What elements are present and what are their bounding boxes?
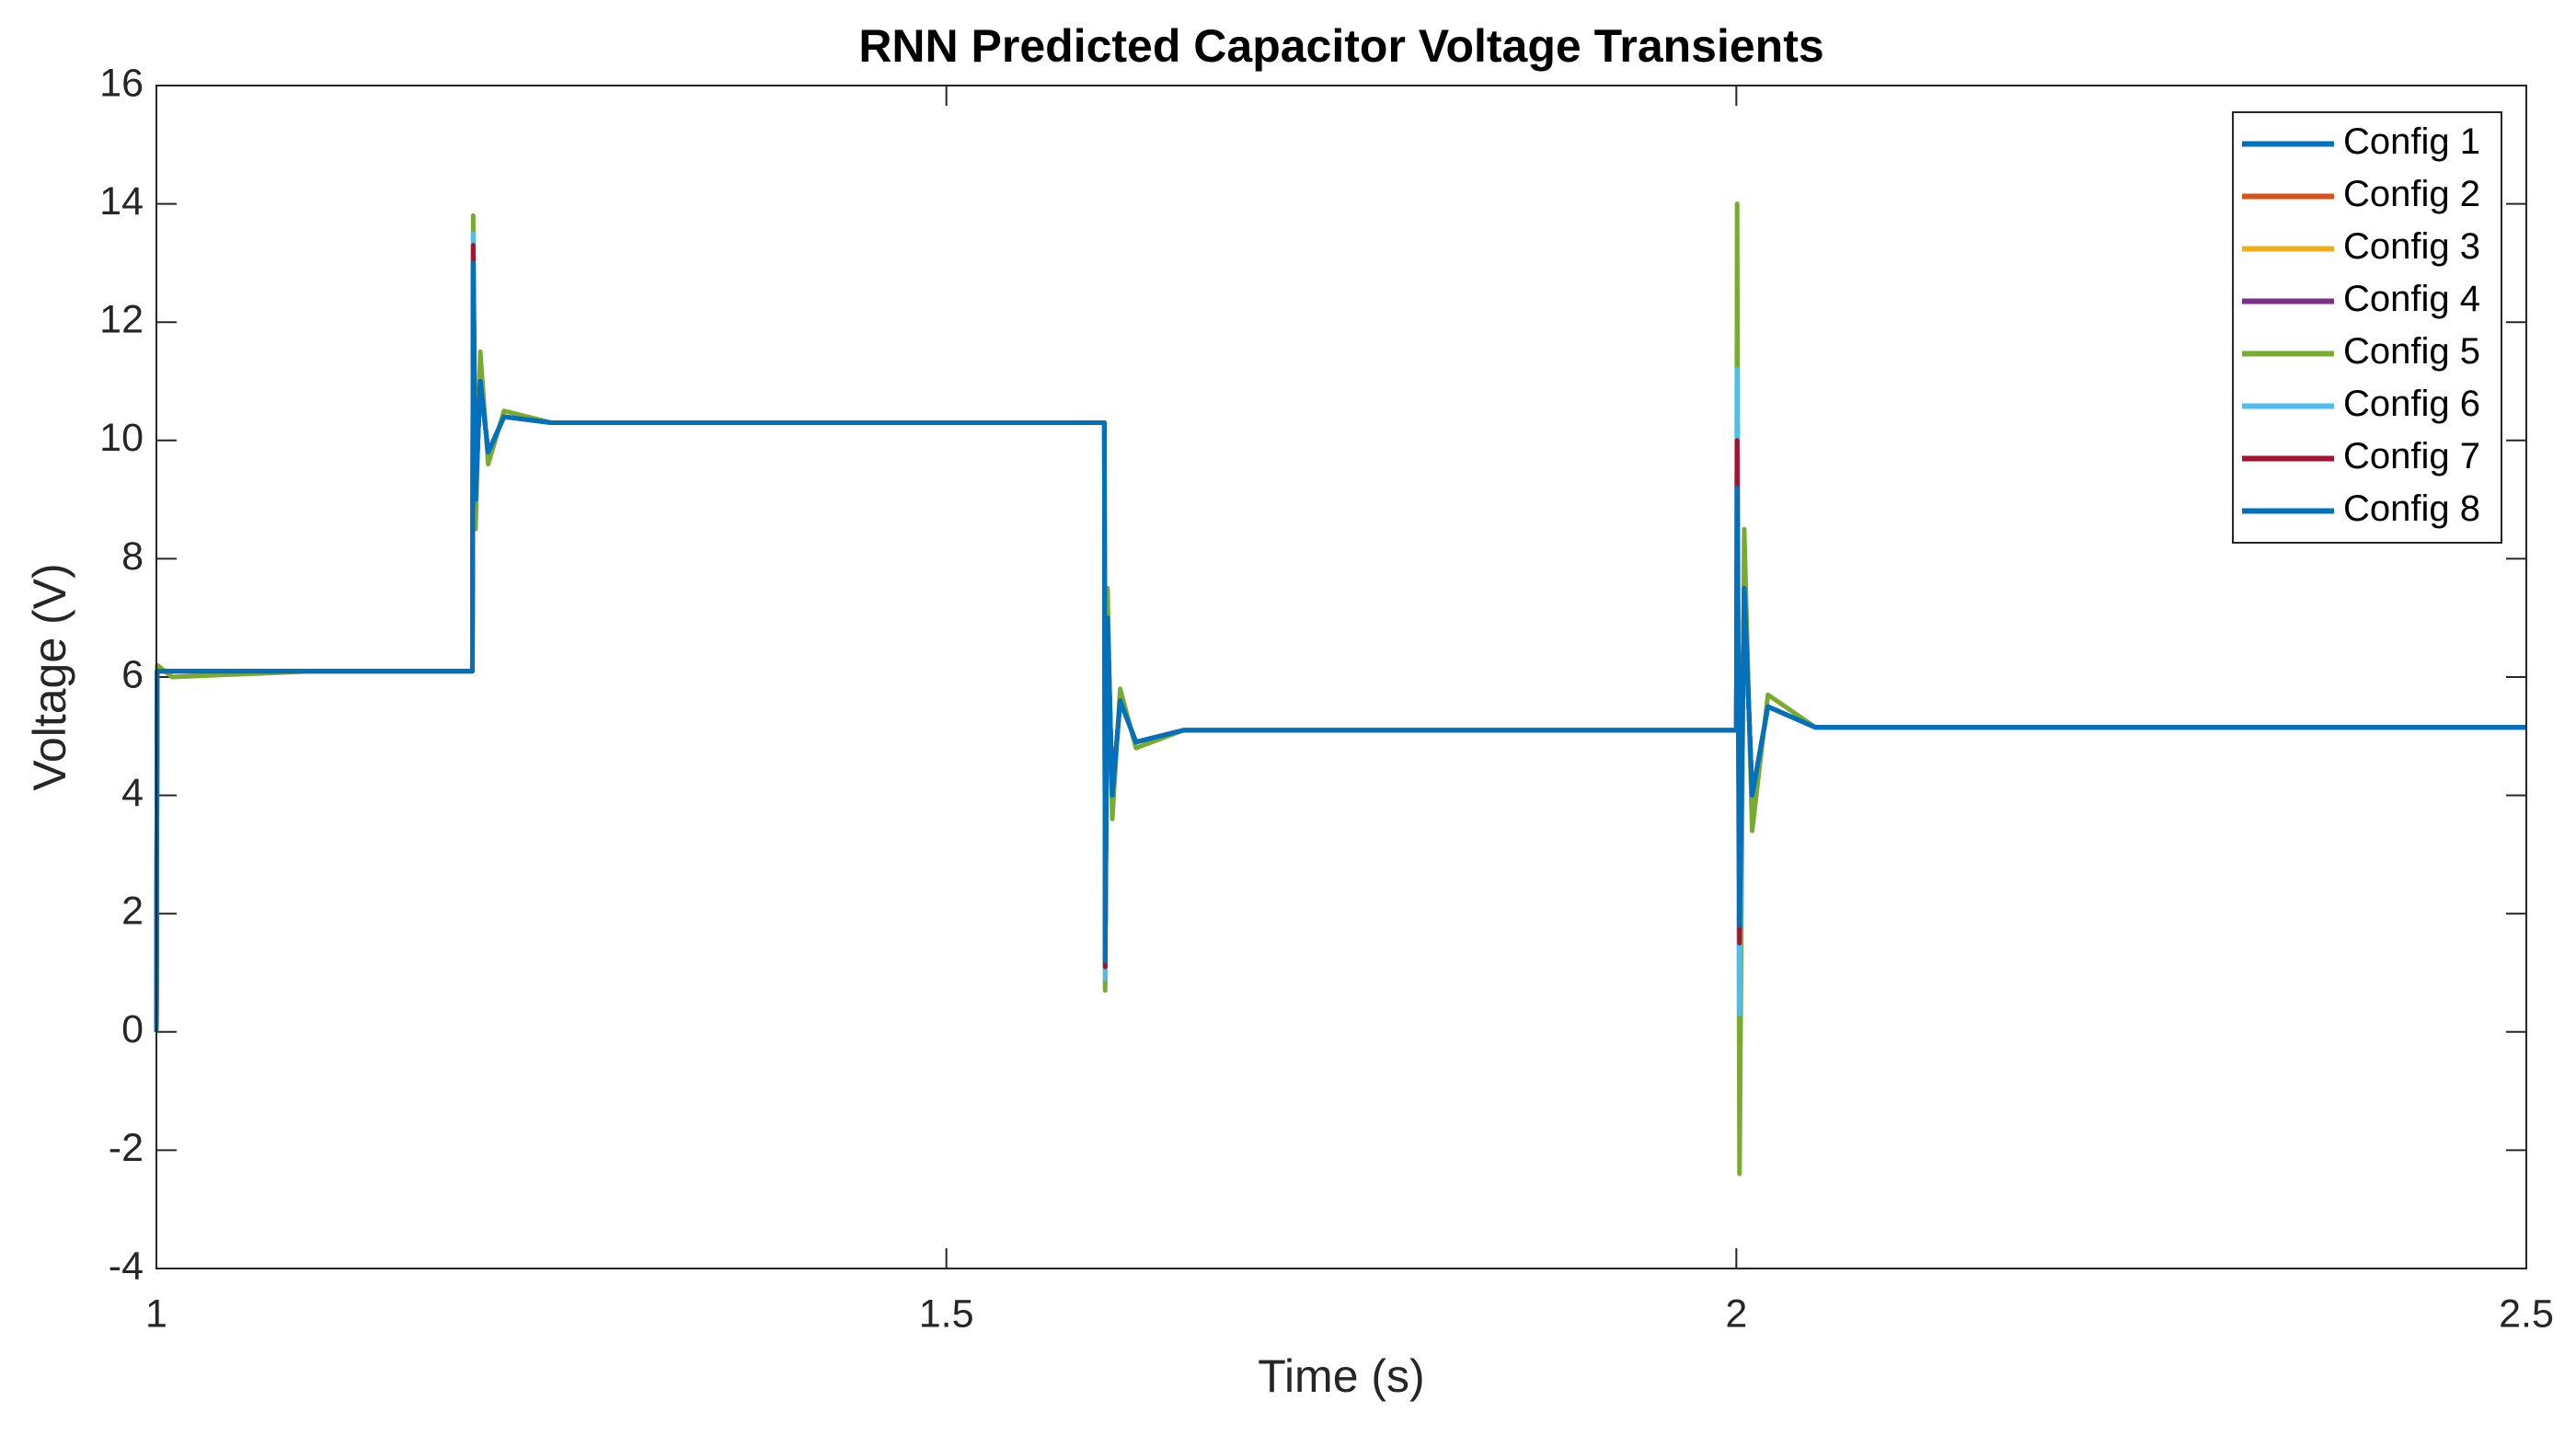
y-tick-label: 10 [99, 416, 144, 460]
x-tick-label: 2 [1725, 1292, 1747, 1336]
y-tick-label: -4 [109, 1244, 144, 1288]
y-tick-label: 4 [121, 771, 144, 815]
series-line [154, 260, 2526, 1032]
y-tick-label: 14 [99, 179, 144, 224]
y-tick-label: -2 [109, 1126, 144, 1170]
y-tick-label: 8 [121, 534, 144, 579]
legend-label: Config 4 [2343, 279, 2480, 319]
legend-box [2232, 111, 2502, 544]
y-tick-label: 0 [121, 1007, 144, 1051]
y-tick-label: 2 [121, 890, 144, 934]
legend-label: Config 1 [2343, 121, 2480, 162]
x-tick-label: 2.5 [2499, 1292, 2554, 1336]
plot-frame [155, 85, 2527, 1269]
legend-label: Config 6 [2343, 384, 2480, 424]
x-axis-label: Time (s) [1258, 1350, 1424, 1402]
legend-label: Config 5 [2343, 331, 2480, 372]
y-tick-label: 16 [99, 61, 144, 105]
chart-title: RNN Predicted Capacitor Voltage Transien… [858, 20, 1823, 72]
legend-label: Config 8 [2343, 488, 2480, 529]
y-tick-label: 12 [99, 298, 144, 342]
y-tick-label: 6 [121, 652, 144, 696]
x-tick-label: 1 [145, 1292, 167, 1336]
legend-label: Config 7 [2343, 436, 2480, 476]
y-axis-label: Voltage (V) [24, 563, 75, 790]
legend-label: Config 2 [2343, 174, 2480, 214]
legend: Config 1 Config 2 Config 3 Config 4 Config 5… [2232, 111, 2502, 544]
x-tick-label: 1.5 [919, 1292, 974, 1336]
legend-label: Config 3 [2343, 226, 2480, 267]
